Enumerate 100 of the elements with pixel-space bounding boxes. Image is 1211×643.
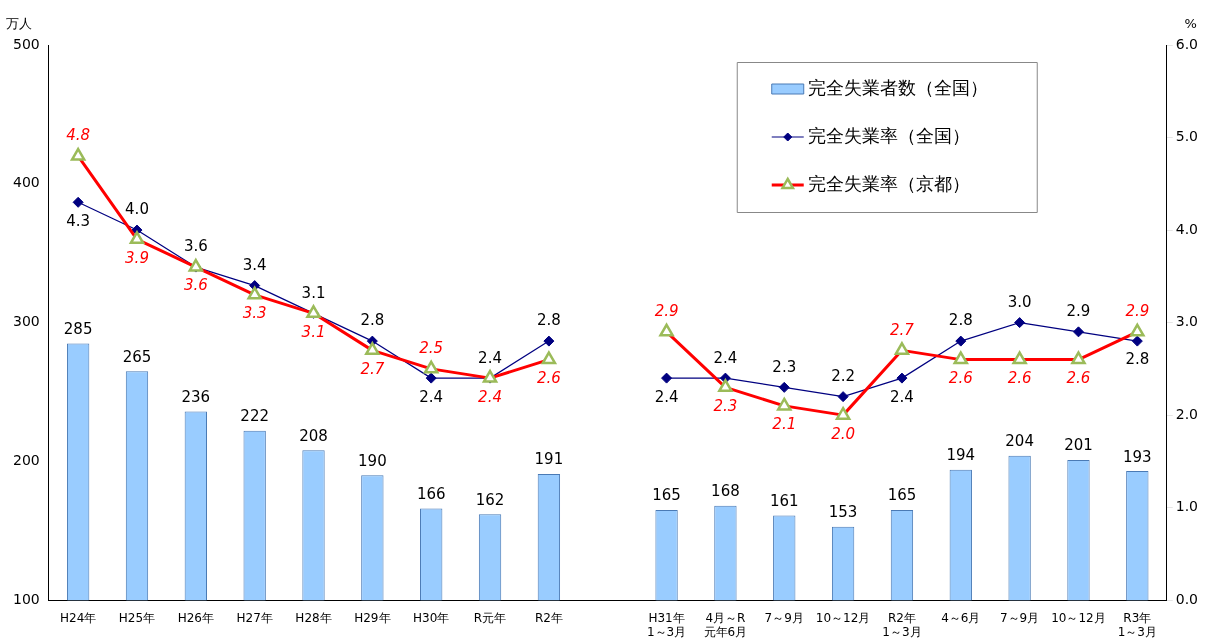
- data-label: 2.3: [713, 396, 738, 415]
- data-label: 236: [181, 387, 211, 406]
- data-label: 191: [534, 450, 564, 469]
- data-label: 3.3: [242, 304, 267, 323]
- data-label: 190: [358, 451, 387, 470]
- x-tick-label: R2年 1～3月: [882, 610, 922, 639]
- data-label: 2.6: [536, 369, 561, 387]
- x-tick-label: 4～6月: [941, 610, 981, 625]
- data-label: 201: [1064, 436, 1093, 455]
- y-tick-label: 400: [12, 174, 40, 191]
- data-label: 2.8: [536, 311, 561, 330]
- point: [72, 196, 84, 208]
- data-label: 3.1: [301, 283, 326, 302]
- point: [1131, 335, 1143, 347]
- point: [425, 372, 437, 384]
- point: [1014, 317, 1026, 329]
- y2-tick-label: 4.0: [1175, 220, 1198, 237]
- data-label: 2.6: [948, 369, 973, 387]
- data-label: 2.4: [478, 348, 502, 367]
- y2-tick-label: 3.0: [1175, 313, 1198, 330]
- data-label: 2.9: [1066, 302, 1091, 321]
- y2-axis-title: %: [1184, 15, 1197, 31]
- y-tick-label: 100: [12, 590, 40, 607]
- y2-tick-label: 0.0: [1175, 590, 1198, 607]
- data-label: 2.7: [360, 359, 385, 378]
- x-tick-label: H29年: [354, 610, 391, 625]
- y2-tick-label: 5.0: [1175, 128, 1198, 145]
- data-label: 2.1: [772, 415, 797, 434]
- data-label: 2.4: [713, 348, 738, 367]
- point: [543, 335, 555, 347]
- x-tick-label: R2年: [534, 610, 563, 625]
- data-label: 2.6: [1007, 369, 1032, 387]
- legend-label: 完全失業率（全国）: [807, 124, 970, 146]
- data-label: 2.8: [1125, 350, 1150, 369]
- data-label: 161: [769, 491, 799, 510]
- y2-tick-label: 6.0: [1175, 35, 1198, 52]
- x-tick-label: H28年: [295, 610, 332, 625]
- data-label: 2.4: [419, 387, 444, 406]
- point: [1072, 326, 1084, 338]
- x-tick-label: R3年 1～3月: [1117, 610, 1157, 639]
- data-label: 193: [1122, 447, 1152, 466]
- data-label: 2.4: [478, 387, 502, 406]
- x-tick-label: R元年: [473, 610, 507, 625]
- data-label: 3.0: [1007, 292, 1032, 311]
- x-tick-label: H31年 1～3月: [646, 610, 687, 639]
- y-tick-label: 300: [12, 313, 40, 330]
- data-label: 2.6: [1066, 369, 1091, 387]
- x-tick-label: H25年: [118, 610, 156, 625]
- data-label: 3.6: [183, 237, 208, 256]
- x-tick-label: H30年: [413, 610, 450, 625]
- point: [955, 335, 967, 347]
- y2-tick-label: 1.0: [1175, 498, 1198, 515]
- data-label: 3.6: [183, 276, 208, 295]
- data-label: 166: [416, 484, 446, 503]
- y-tick-label: 200: [12, 452, 40, 469]
- data-label: 153: [828, 503, 858, 522]
- data-label: 2.9: [1125, 302, 1150, 321]
- point: [661, 372, 673, 384]
- data-label: 2.4: [654, 387, 679, 406]
- point: [778, 381, 790, 393]
- x-tick-label: H27年: [236, 610, 273, 625]
- point: [896, 372, 908, 384]
- data-label: 4.0: [125, 200, 149, 219]
- point: [837, 391, 849, 403]
- x-tick-label: 7～9月: [999, 610, 1040, 625]
- data-label: 165: [652, 486, 681, 505]
- data-label: 2.7: [890, 320, 915, 339]
- data-label: 3.4: [242, 255, 267, 274]
- data-label: 2.9: [654, 302, 679, 321]
- data-label: 204: [1005, 432, 1034, 451]
- data-label: 162: [475, 490, 505, 509]
- data-label: 2.8: [360, 311, 385, 330]
- data-label: 3.1: [301, 322, 326, 341]
- data-label: 168: [711, 482, 740, 501]
- data-label: 4.3: [66, 211, 91, 230]
- data-label: 285: [63, 319, 93, 338]
- data-label: 2.3: [772, 357, 797, 376]
- data-label: 208: [299, 426, 328, 445]
- data-label: 2.8: [948, 311, 973, 330]
- data-label: 165: [887, 486, 917, 505]
- x-tick-label: 7～9月: [764, 610, 804, 625]
- data-label: 2.4: [890, 387, 914, 406]
- data-label: 2.5: [419, 339, 444, 358]
- data-label: 4.8: [66, 126, 91, 145]
- legend-label: 完全失業率（京都）: [807, 172, 970, 194]
- y-axis-title: 万人: [5, 15, 32, 31]
- legend-label: 完全失業者数（全国）: [807, 76, 988, 98]
- data-label: 2.0: [831, 424, 856, 443]
- x-tick-label: 4月～R 元年6月: [703, 610, 748, 639]
- data-label: 194: [946, 446, 976, 465]
- data-label: 2.2: [831, 367, 856, 386]
- data-label: 222: [240, 407, 269, 426]
- x-tick-label: H26年: [177, 610, 214, 625]
- data-label: 265: [122, 347, 152, 366]
- y-tick-label: 500: [12, 35, 40, 52]
- data-label: 3.9: [125, 248, 149, 267]
- y2-tick-label: 2.0: [1175, 405, 1198, 422]
- x-tick-label: H24年: [59, 610, 97, 625]
- x-tick-label: 10～12月: [815, 610, 871, 625]
- x-tick-label: 10～12月: [1051, 610, 1106, 625]
